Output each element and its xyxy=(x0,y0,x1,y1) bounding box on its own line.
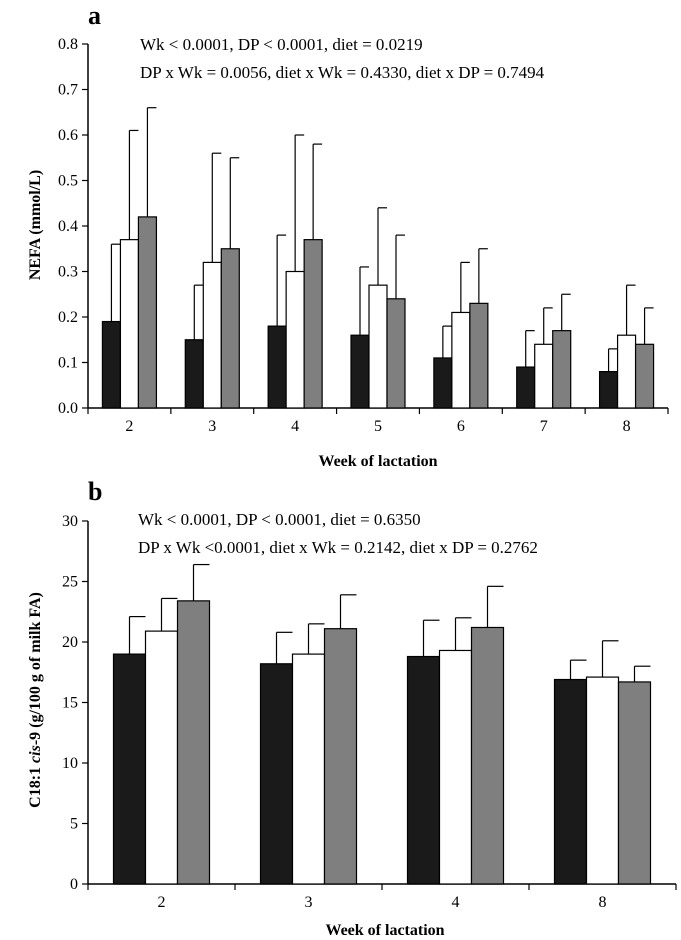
panel-a-bar xyxy=(184,339,204,409)
panel-a-y-axis-label: NEFA (mmol/L) xyxy=(27,170,44,280)
panel-a-y-tick-label: 0.7 xyxy=(58,82,78,99)
panel-b-y-tick-label: 25 xyxy=(62,574,78,591)
panel-b-bar xyxy=(176,600,211,885)
panel-b-y-tick-label: 10 xyxy=(62,755,78,772)
panel-a-bar xyxy=(303,239,323,409)
panel-b-x-tick-label: 4 xyxy=(452,894,460,911)
panel-a-y-tick-label: 0.6 xyxy=(58,127,78,144)
panel-b-y-tick-label: 20 xyxy=(62,634,78,651)
panel-a-bar xyxy=(267,325,287,409)
panel-b-bar xyxy=(470,626,505,885)
panel-a-stats-line-1: Wk < 0.0001, DP < 0.0001, diet = 0.0219 xyxy=(140,35,423,54)
panel-b-bar xyxy=(585,676,620,885)
panel-a-bar xyxy=(552,330,572,409)
panel-a-bar xyxy=(386,298,406,409)
panel-a-y-tick-label: 0.0 xyxy=(58,400,78,417)
panel-b-x-tick-label: 8 xyxy=(599,894,607,911)
panel-b-bar xyxy=(144,630,179,885)
panel-a-y-tick-label: 0.5 xyxy=(58,173,78,190)
panel-a-bar xyxy=(137,216,158,409)
panel-b-bar xyxy=(291,653,326,885)
panel-a-y-tick-label: 0.3 xyxy=(58,264,78,281)
panel-a-x-tick-label: 3 xyxy=(208,418,216,435)
panel-a-letter: a xyxy=(88,1,101,30)
panel-b-y-axis-label-part-3: -9 (g/100 g of milk FA) xyxy=(27,592,44,745)
panel-a-stats-line-2: DP x Wk = 0.0056, diet x Wk = 0.4330, di… xyxy=(140,63,545,82)
panel-b-bar xyxy=(323,628,358,885)
panel-a-x-tick-label: 4 xyxy=(291,418,299,435)
panel-a-bar xyxy=(119,239,140,409)
panel-b-plot: 0 5 10 15 20 25 30 2 3 4 8 xyxy=(62,513,677,911)
panel-b-bar xyxy=(259,663,294,885)
panel-a-bar xyxy=(516,366,536,409)
panel-a-y-tick-label: 0.2 xyxy=(58,309,78,326)
panel-b-bar xyxy=(406,655,441,885)
panel-a-plot: 0.0 0.1 0.2 0.3 0.4 0.5 0.6 0.7 0.8 2 3 4 5 6 7 8 xyxy=(58,36,669,435)
panel-a-y-tick-label: 0.4 xyxy=(58,218,78,235)
panel-b-bar xyxy=(438,649,473,885)
panel-a-bar xyxy=(350,334,370,409)
panel-b-bar xyxy=(553,678,588,885)
panel-a-bar xyxy=(598,371,619,409)
panel-b-y-axis-label-part-2: cis xyxy=(27,745,44,763)
panel-b-y-tick-label: 30 xyxy=(62,513,78,530)
panel-b-x-axis-label: Week of lactation xyxy=(325,922,444,939)
panel-a-bar xyxy=(368,284,388,409)
panel-a-bar xyxy=(534,343,554,409)
panel-b: b Wk < 0.0001, DP < 0.0001, diet = 0.635… xyxy=(27,477,677,939)
panel-a-y-tick-label: 0.8 xyxy=(58,36,78,53)
panel-b-stats-line-1: Wk < 0.0001, DP < 0.0001, diet = 0.6350 xyxy=(138,510,421,529)
panel-b-stats-line-2: DP x Wk <0.0001, diet x Wk = 0.2142, die… xyxy=(138,538,538,557)
panel-a-bar xyxy=(616,334,637,409)
panel-a-x-tick-label: 5 xyxy=(374,418,382,435)
panel-a-bar xyxy=(451,311,471,409)
panel-b-y-axis-label-part-1: C18:1 xyxy=(27,763,44,808)
panel-a-x-axis-label: Week of lactation xyxy=(318,453,437,470)
panel-a-x-tick-label: 2 xyxy=(125,418,133,435)
panel-b-y-tick-label: 15 xyxy=(62,695,78,712)
panel-a-bar xyxy=(433,357,453,409)
panel-a-x-tick-label: 8 xyxy=(623,418,631,435)
panel-b-y-tick-label: 0 xyxy=(70,876,78,893)
panel-a-x-tick-label: 7 xyxy=(540,418,548,435)
panel-a-bar xyxy=(202,261,222,409)
panel-a-bar xyxy=(220,248,240,409)
panel-b-bar xyxy=(617,681,652,885)
panel-a-x-tick-label: 6 xyxy=(457,418,465,435)
panel-b-y-axis-label: C18:1 cis-9 (g/100 g of milk FA) xyxy=(27,592,44,808)
panel-b-y-tick-label: 5 xyxy=(70,816,78,833)
panel-a-bar xyxy=(634,343,655,409)
panel-b-letter: b xyxy=(88,477,102,506)
panel-a: a Wk < 0.0001, DP < 0.0001, diet = 0.021… xyxy=(27,1,669,470)
panel-b-x-tick-label: 3 xyxy=(305,894,313,911)
panel-b-bar xyxy=(112,653,147,885)
panel-a-y-tick-label: 0.1 xyxy=(58,355,78,372)
panel-a-bar xyxy=(469,302,489,409)
panel-b-x-tick-label: 2 xyxy=(158,894,166,911)
panel-a-bar xyxy=(285,270,305,409)
panel-a-bar xyxy=(101,320,122,409)
